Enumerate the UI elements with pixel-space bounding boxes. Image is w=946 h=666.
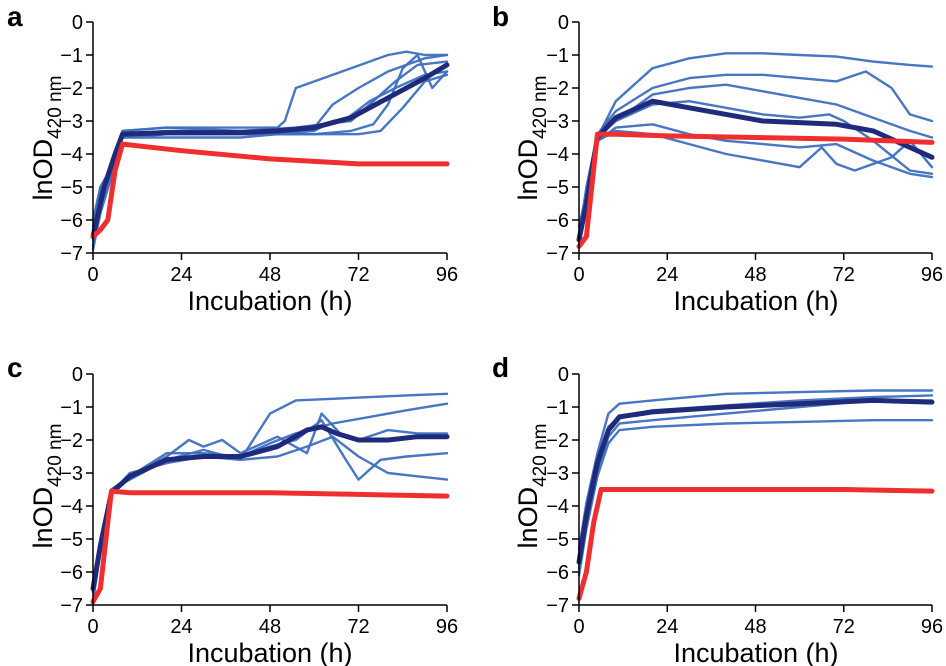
y-tick-label: −3	[546, 111, 569, 133]
y-tick-label: −6	[60, 562, 83, 584]
x-tick-label: 0	[573, 616, 584, 638]
series-mean-4	[576, 397, 935, 565]
series-replicate-2	[577, 83, 934, 228]
y-tick-label: −1	[546, 397, 569, 419]
y-tick-label: −2	[60, 78, 83, 100]
y-tick-label: −1	[60, 397, 83, 419]
y-tick-label: −5	[60, 177, 83, 199]
y-tick-label: −7	[60, 243, 83, 265]
series-replicate-1	[577, 70, 934, 238]
y-tick-label: −4	[546, 496, 569, 518]
y-tick-label: −2	[546, 430, 569, 452]
x-axis-label: Incubation (h)	[673, 286, 838, 316]
panel-letter: d	[492, 352, 509, 383]
series-mean-6	[576, 98, 935, 243]
series-replicate-5	[577, 129, 934, 242]
y-tick-label: −5	[60, 529, 83, 551]
y-tick-label: −2	[60, 430, 83, 452]
series-replicate-0	[577, 52, 934, 248]
x-tick-label: 24	[656, 616, 678, 638]
series-replicate-3	[577, 419, 934, 577]
x-tick-label: 72	[833, 616, 855, 638]
series-control-7	[90, 141, 450, 239]
y-tick-label: 0	[72, 12, 83, 34]
panel-letter: a	[7, 1, 23, 32]
x-axis-label: Incubation (h)	[187, 286, 352, 316]
x-tick-label: 24	[170, 264, 192, 286]
x-tick-label: 96	[436, 264, 458, 286]
panel-c: c lnOD420 nm Incubation (h) 0 −1 −2 −3 −4 −5 −…	[7, 352, 458, 666]
y-tick-label: −3	[60, 111, 83, 133]
y-axis-label: lnOD420 nm	[513, 76, 551, 201]
x-tick-label: 72	[347, 616, 369, 638]
x-tick-label: 96	[921, 264, 943, 286]
series-replicate-2	[577, 399, 934, 570]
y-tick-label: −6	[546, 562, 569, 584]
y-tick-label: −1	[60, 45, 83, 67]
y-tick-label: −5	[546, 177, 569, 199]
series-replicate-4	[91, 435, 449, 593]
x-tick-label: 96	[921, 616, 943, 638]
y-tick-label: −7	[60, 595, 83, 617]
x-tick-label: 0	[573, 264, 584, 286]
x-tick-label: 48	[744, 264, 766, 286]
y-tick-label: −3	[546, 463, 569, 485]
panel-a: a lnOD420 nm Incubation (h) 0 −1 −2 −3 −4 −5 −…	[7, 1, 458, 316]
series-mean-6	[90, 62, 450, 239]
x-tick-label: 72	[347, 264, 369, 286]
x-tick-label: 96	[436, 616, 458, 638]
y-axis-label: lnOD420 nm	[28, 424, 66, 549]
x-tick-label: 48	[259, 616, 281, 638]
y-tick-label: 0	[72, 364, 83, 386]
y-tick-label: −4	[60, 496, 83, 518]
x-tick-label: 0	[87, 616, 98, 638]
y-tick-label: −4	[546, 144, 569, 166]
y-axis-label: lnOD420 nm	[28, 76, 66, 201]
y-tick-label: −6	[60, 210, 83, 232]
x-tick-label: 72	[833, 264, 855, 286]
series-control-7	[576, 131, 935, 249]
panel-letter: c	[7, 352, 23, 383]
x-tick-label: 24	[170, 616, 192, 638]
y-tick-label: −3	[60, 463, 83, 485]
y-tick-label: −7	[546, 595, 569, 617]
x-tick-label: 0	[87, 264, 98, 286]
x-tick-label: 48	[259, 264, 281, 286]
y-tick-label: −1	[546, 45, 569, 67]
x-tick-label: 24	[656, 264, 678, 286]
x-axis-label: Incubation (h)	[187, 638, 352, 666]
y-tick-label: −6	[546, 210, 569, 232]
x-axis-label: Incubation (h)	[673, 638, 838, 666]
y-tick-label: −2	[546, 78, 569, 100]
series-control-5	[576, 487, 935, 601]
y-tick-label: −5	[546, 529, 569, 551]
x-tick-label: 48	[744, 616, 766, 638]
series-replicate-0	[91, 50, 449, 228]
series-control-6	[90, 488, 450, 605]
y-tick-label: −7	[546, 243, 569, 265]
panel-b: b lnOD420 nm Incubation (h) 0 −1 −2 −3 −4 −5 −…	[492, 1, 943, 316]
panel-letter: b	[492, 1, 509, 32]
y-tick-label: 0	[558, 364, 569, 386]
y-tick-label: 0	[558, 12, 569, 34]
y-tick-label: −4	[60, 144, 83, 166]
series-mean-5	[90, 424, 450, 591]
panel-d: d lnOD420 nm Incubation (h) 0 −1 −2 −3 −4 −5 −…	[492, 352, 943, 666]
y-axis-label: lnOD420 nm	[513, 424, 551, 549]
